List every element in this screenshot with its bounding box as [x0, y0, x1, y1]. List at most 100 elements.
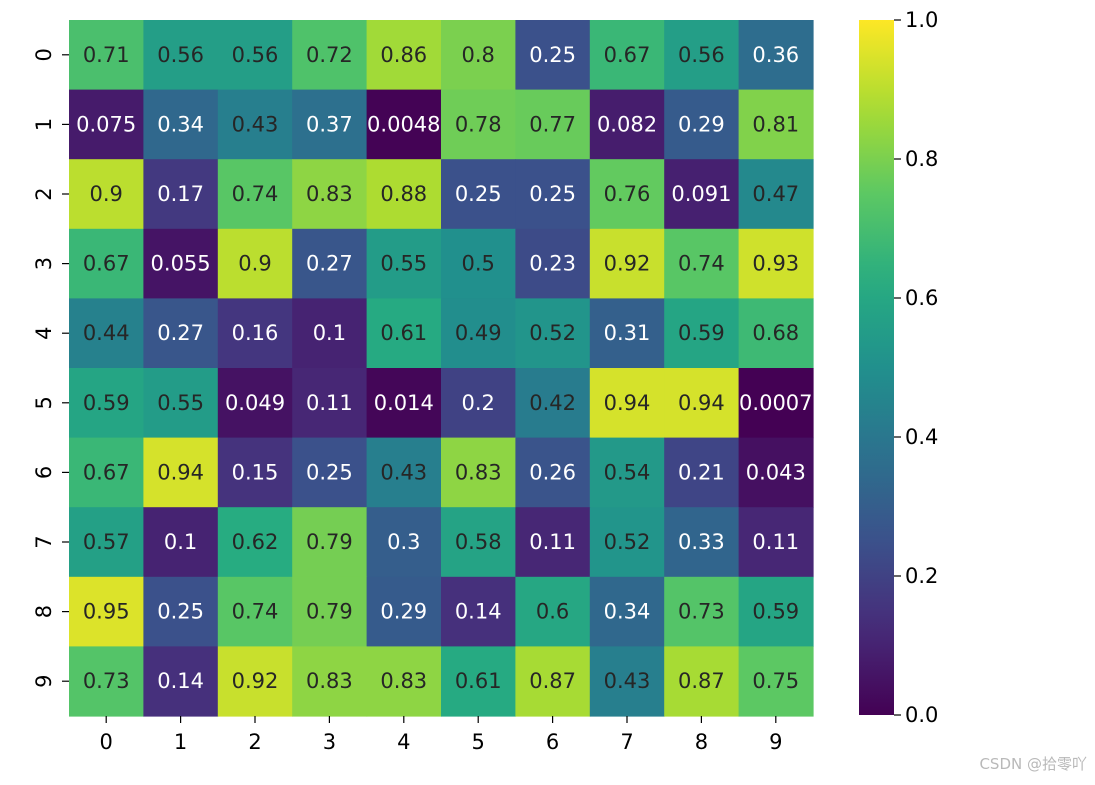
heatmap-cell-r8-c6: [515, 576, 591, 647]
heatmap-cell-r5-c4: [366, 368, 442, 439]
heatmap-cell-r1-c7: [589, 89, 665, 160]
colorbar-tick-label-2: 0.4: [905, 425, 938, 449]
cell-annotation-r7-c6: 0.11: [529, 530, 576, 554]
cell-annotation-r7-c2: 0.62: [232, 530, 279, 554]
watermark: CSDN @拾零吖: [979, 755, 1087, 773]
heatmap-cell-r6-c7: [589, 437, 665, 508]
cell-annotation-r4-c9: 0.68: [752, 321, 799, 345]
cell-annotation-r5-c3: 0.11: [306, 391, 353, 415]
heatmap-cell-r7-c2: [217, 507, 293, 578]
heatmap-cell-r8-c2: [217, 576, 293, 647]
heatmap-cell-r9-c0: [69, 646, 144, 717]
y-tick-label-7: 7: [32, 535, 56, 548]
cell-annotation-r7-c0: 0.57: [83, 530, 130, 554]
cell-annotation-r2-c0: 0.9: [89, 182, 122, 206]
y-tick-label-8: 8: [32, 605, 56, 618]
cell-annotation-r7-c4: 0.3: [387, 530, 420, 554]
cell-annotation-r8-c1: 0.25: [157, 600, 204, 624]
cell-annotation-r4-c6: 0.52: [529, 321, 576, 345]
cell-annotation-r2-c8: 0.091: [671, 182, 731, 206]
cell-annotation-r0-c0: 0.71: [83, 43, 130, 67]
colorbar: 0.0 0.2 0.4 0.6 0.8 1.0: [859, 8, 938, 727]
cell-annotation-r8-c8: 0.73: [678, 600, 725, 624]
cell-annotation-r2-c4: 0.88: [380, 182, 427, 206]
cell-annotation-r1-c1: 0.34: [157, 112, 204, 136]
heatmap-cell-r9-c7: [589, 646, 665, 717]
x-tick-label-0: 0: [100, 730, 113, 754]
heatmap-cell-r7-c9: [738, 507, 814, 578]
heatmap-cell-r6-c6: [515, 437, 591, 508]
heatmap-cell-r6-c5: [441, 437, 516, 508]
heatmap-cell-r1-c3: [292, 89, 368, 160]
heatmap-cell-r2-c5: [441, 159, 516, 230]
cell-annotation-r0-c8: 0.56: [678, 43, 725, 67]
cell-annotation-r1-c8: 0.29: [678, 112, 725, 136]
heatmap-cell-r3-c4: [366, 228, 442, 299]
cell-annotation-r2-c7: 0.76: [604, 182, 651, 206]
heatmap-cell-r1-c6: [515, 89, 591, 160]
axes: 0 1 2 3 4 5 6 7 8 9 0 1 2 3 4 5 6 7 8 9: [32, 48, 782, 754]
cell-annotation-r3-c0: 0.67: [83, 252, 130, 276]
cell-annotation-r4-c3: 0.1: [313, 321, 346, 345]
cell-annotation-r1-c5: 0.78: [455, 112, 502, 136]
heatmap-cell-r2-c8: [664, 159, 740, 230]
y-tick-label-4: 4: [32, 327, 56, 340]
cell-annotation-r6-c3: 0.25: [306, 460, 353, 484]
heatmap-cell-r5-c2: [217, 368, 293, 439]
colorbar-tick-label-1: 0.2: [905, 564, 938, 588]
cell-annotation-r9-c0: 0.73: [83, 669, 130, 693]
heatmap-cell-r2-c9: [738, 159, 814, 230]
cell-annotation-r0-c4: 0.86: [380, 43, 427, 67]
cell-annotation-r5-c2: 0.049: [225, 391, 285, 415]
y-tick-label-1: 1: [32, 118, 56, 131]
x-tick-label-3: 3: [323, 730, 336, 754]
heatmap-cell-r9-c1: [143, 646, 219, 717]
cell-annotation-r8-c0: 0.95: [83, 600, 130, 624]
cell-annotation-r3-c7: 0.92: [604, 252, 651, 276]
colorbar-tick-label-4: 0.8: [905, 147, 938, 171]
heatmap-cell-r4-c6: [515, 298, 591, 369]
heatmap-cell-r0-c2: [217, 20, 293, 91]
heatmap-cell-r8-c5: [441, 576, 516, 647]
heatmap-cell-r3-c7: [589, 228, 665, 299]
cell-annotation-r9-c1: 0.14: [157, 669, 204, 693]
cell-annotation-r7-c3: 0.79: [306, 530, 353, 554]
heatmap-cell-r3-c9: [738, 228, 814, 299]
heatmap-cell-r0-c8: [664, 20, 740, 91]
cell-annotation-r2-c6: 0.25: [529, 182, 576, 206]
y-tick-label-6: 6: [32, 466, 56, 479]
heatmap-cell-r7-c1: [143, 507, 219, 578]
cell-annotation-r4-c7: 0.31: [604, 321, 651, 345]
colorbar-tick-label-3: 0.6: [905, 286, 938, 310]
heatmap-cell-r3-c5: [441, 228, 516, 299]
cell-annotation-r3-c9: 0.93: [752, 252, 799, 276]
y-tick-label-0: 0: [32, 48, 56, 61]
cell-annotation-r9-c6: 0.87: [529, 669, 576, 693]
y-tick-label-5: 5: [32, 396, 56, 409]
heatmap-cell-r5-c0: [69, 368, 144, 439]
heatmap-cell-r0-c4: [366, 20, 442, 91]
cell-annotation-r2-c1: 0.17: [157, 182, 204, 206]
cell-annotation-r9-c7: 0.43: [604, 669, 651, 693]
heatmap-cell-r9-c4: [366, 646, 442, 717]
heatmap-cell-r1-c4: [366, 89, 442, 160]
cell-annotation-r9-c4: 0.83: [380, 669, 427, 693]
heatmap-cell-r4-c8: [664, 298, 740, 369]
cell-annotation-r5-c4: 0.014: [374, 391, 434, 415]
cell-annotation-r8-c9: 0.59: [752, 600, 799, 624]
cell-annotation-r6-c0: 0.67: [83, 460, 130, 484]
heatmap-cell-r5-c1: [143, 368, 219, 439]
cell-annotation-r8-c4: 0.29: [380, 600, 427, 624]
cell-annotation-r6-c1: 0.94: [157, 460, 204, 484]
cell-annotation-r1-c6: 0.77: [529, 112, 576, 136]
cell-annotation-r1-c0: 0.075: [76, 112, 136, 136]
cell-annotation-r5-c7: 0.94: [604, 391, 651, 415]
cell-annotation-r5-c9: 0.0007: [739, 391, 812, 415]
cell-annotation-r0-c2: 0.56: [232, 43, 279, 67]
cell-annotation-r5-c6: 0.42: [529, 391, 576, 415]
cell-annotation-r8-c3: 0.79: [306, 600, 353, 624]
heatmap-cell-r5-c8: [664, 368, 740, 439]
cell-annotation-r3-c1: 0.055: [151, 252, 211, 276]
x-tick-label-4: 4: [397, 730, 410, 754]
